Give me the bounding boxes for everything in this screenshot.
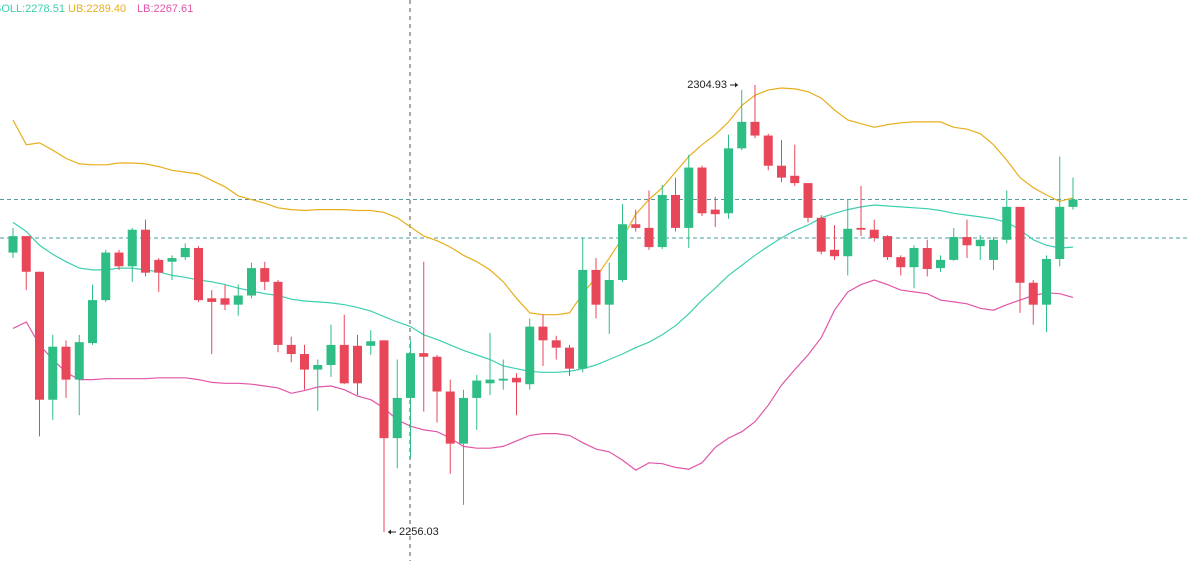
candle-body <box>419 353 429 357</box>
candle-body <box>114 252 124 267</box>
candle-body <box>432 356 442 392</box>
candle-body <box>856 227 866 230</box>
candle-body <box>909 248 919 268</box>
candle-body <box>750 121 760 136</box>
candle-body <box>936 259 945 269</box>
candle-body <box>366 341 376 346</box>
candle-body <box>710 209 720 215</box>
candle-body <box>896 257 906 268</box>
legend-entry: LB:2267.61 <box>137 3 193 15</box>
candle-body <box>313 365 323 370</box>
candle-body <box>379 340 389 439</box>
candle-body <box>618 224 627 280</box>
candle-body <box>790 175 800 184</box>
candle-body <box>657 194 667 248</box>
candle-body <box>989 239 998 260</box>
candle-body <box>74 342 84 380</box>
candle-body <box>1068 199 1078 207</box>
candle-body <box>803 183 813 218</box>
max-arrow-head <box>735 82 738 88</box>
candle-body <box>353 345 362 384</box>
candle-body <box>684 167 694 228</box>
candle-body <box>260 268 270 282</box>
candle-body <box>591 269 601 305</box>
candle-body <box>207 298 217 302</box>
candle-body <box>816 217 826 252</box>
candle-body <box>883 236 892 258</box>
min-label: 2256.03 <box>399 526 439 538</box>
band-line <box>12 204 1074 373</box>
max-label: 2304.93 <box>687 79 727 91</box>
candle-body <box>459 397 468 444</box>
candle-body <box>154 259 164 273</box>
candle-body <box>565 347 574 369</box>
candle-body <box>61 346 71 380</box>
candle-body <box>1002 206 1012 240</box>
candle-body <box>220 298 230 305</box>
legend-entry: BOLL:2278.51 <box>0 3 65 15</box>
candle-body <box>777 165 786 178</box>
candle-body <box>141 229 150 273</box>
candle-body <box>644 227 654 248</box>
candle-body <box>525 326 535 385</box>
candle-body <box>35 271 44 400</box>
candle-body <box>962 237 972 246</box>
candle-body <box>286 344 296 355</box>
candle-body <box>604 279 614 305</box>
candle-body <box>485 379 495 384</box>
candle-body <box>1028 282 1038 305</box>
candle-body <box>88 300 97 344</box>
candle-body <box>300 354 309 370</box>
candle-body <box>498 378 508 381</box>
candle-body <box>631 224 641 228</box>
candle-body <box>48 346 58 400</box>
candle-body <box>247 268 256 296</box>
candle-body <box>392 397 402 439</box>
candle-body <box>724 148 733 214</box>
candle-body <box>127 229 137 267</box>
candle-body <box>843 228 853 257</box>
candle-body <box>167 258 177 262</box>
candle-body <box>101 252 111 301</box>
candle-body <box>1042 258 1051 305</box>
candle-body <box>233 295 243 305</box>
candle-body <box>763 135 773 166</box>
candle-body <box>922 248 932 270</box>
candle-body <box>8 236 18 253</box>
band-line <box>12 279 1074 471</box>
candle-body <box>273 281 283 345</box>
candle-body <box>21 236 31 272</box>
candle-body <box>830 249 839 257</box>
candle-body <box>326 344 336 366</box>
candle-body <box>180 248 190 258</box>
candle-body <box>949 237 959 260</box>
candle-body <box>1055 206 1065 259</box>
candle-body <box>512 377 521 383</box>
candle-body <box>551 340 561 348</box>
candle-body <box>445 391 455 444</box>
candle-body <box>578 269 588 369</box>
candle-body <box>1015 206 1025 283</box>
candle-body <box>697 167 707 214</box>
band-line <box>12 87 1074 316</box>
candle-body <box>671 194 680 228</box>
candle-body <box>406 353 415 398</box>
candle-body <box>975 239 985 247</box>
candle-body <box>339 344 349 384</box>
legend-entry: UB:2289.40 <box>68 3 126 15</box>
min-arrow-head <box>388 529 391 535</box>
candle-body <box>194 248 203 301</box>
candle-body <box>869 229 879 238</box>
candle-body <box>472 380 482 398</box>
candle-body <box>538 326 548 341</box>
candle-body <box>737 121 747 149</box>
